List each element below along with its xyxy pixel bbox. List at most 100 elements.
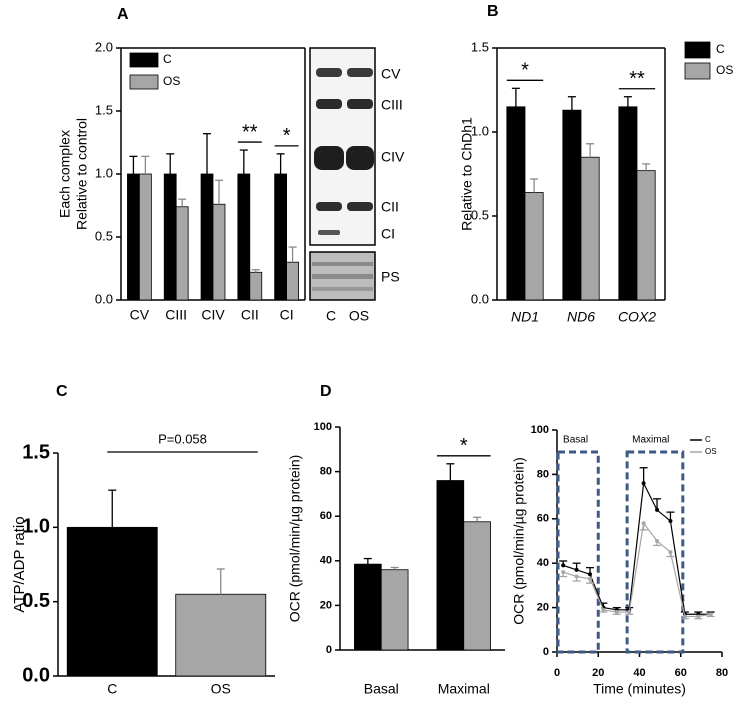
y-tick-label: 80: [320, 466, 332, 478]
legend-swatch: [129, 74, 159, 90]
stain-label: PS: [381, 269, 400, 285]
bar: [249, 271, 263, 301]
blot-band: [314, 146, 344, 170]
region-box: [556, 450, 600, 654]
x-tick-label: C: [107, 681, 117, 697]
bar: [636, 170, 656, 301]
y-tick-label: 0.5: [95, 228, 113, 243]
series-line: [562, 521, 711, 618]
lane-label: OS: [349, 308, 369, 324]
panel-letter: B: [487, 3, 499, 20]
bar: [175, 593, 267, 677]
y-tick-label: 1.5: [22, 441, 50, 463]
band-label: CIV: [381, 149, 405, 165]
point: [627, 610, 632, 615]
bar: [436, 480, 465, 651]
x-tick-label: CI: [280, 307, 294, 323]
y-tick-label: 60: [320, 510, 332, 522]
bar: [562, 109, 582, 301]
blot-band: [316, 99, 342, 109]
y-tick-label: 20: [537, 602, 549, 614]
panel-letter: D: [320, 383, 332, 400]
legend-swatch: [684, 62, 711, 80]
bar: [163, 173, 177, 301]
band-label: CIII: [381, 97, 403, 113]
lane-label: C: [326, 308, 336, 324]
point: [588, 572, 592, 577]
bar: [380, 569, 409, 651]
significance-label: **: [242, 121, 258, 143]
stain-band: [312, 262, 373, 266]
point: [641, 521, 646, 526]
point: [614, 610, 619, 615]
band-label: CV: [381, 66, 401, 82]
point: [574, 574, 579, 579]
blot-band: [347, 99, 373, 109]
y-axis-label: Each complex: [57, 130, 73, 218]
stain-band: [312, 287, 373, 291]
y-tick-label: 0.0: [95, 291, 113, 306]
point: [601, 607, 606, 612]
y-tick-label: 0.0: [471, 291, 489, 306]
y-tick-label: 0: [326, 644, 332, 656]
blot-band: [316, 202, 342, 211]
blot-band: [347, 202, 373, 211]
bar: [66, 526, 158, 677]
x-tick-label: ND6: [567, 309, 595, 325]
point: [588, 576, 592, 581]
point: [655, 507, 660, 512]
y-axis-label: Relative to ChDh1: [459, 117, 475, 231]
stain-band: [312, 274, 373, 279]
western-blot: CV CIII CIV CII CI PS C OS: [309, 47, 405, 324]
x-tick-label: 80: [716, 667, 728, 679]
x-tick-label: CV: [130, 307, 150, 323]
region-label: Basal: [563, 435, 588, 446]
bar: [274, 173, 288, 301]
point: [561, 570, 566, 575]
point: [682, 614, 687, 619]
x-tick-label: OS: [211, 681, 231, 697]
y-tick-label: 0.5: [471, 207, 489, 222]
region-label: Maximal: [632, 435, 669, 446]
significance-label: *: [283, 125, 291, 147]
bar: [175, 206, 189, 301]
bar: [618, 106, 638, 301]
y-tick-label: 2.0: [95, 39, 113, 54]
legend-label: OS: [716, 63, 733, 77]
y-tick-label: 100: [314, 421, 332, 433]
y-tick-label: 1.5: [95, 102, 113, 117]
legend-label: C: [705, 435, 711, 444]
blot-band: [316, 68, 342, 77]
x-tick-label: Maximal: [438, 681, 490, 697]
y-tick-label: 40: [537, 557, 549, 569]
legend-label: OS: [163, 74, 180, 88]
bar: [138, 173, 152, 301]
y-axis-label: Relative to control: [74, 118, 90, 230]
point: [641, 481, 646, 486]
x-tick-label: CII: [241, 307, 259, 323]
x-tick-label: 60: [675, 667, 687, 679]
y-tick-label: 100: [531, 424, 549, 436]
bar: [286, 261, 299, 301]
y-tick-label: 60: [537, 513, 549, 525]
bar: [506, 106, 526, 301]
blot-band: [347, 68, 373, 77]
y-tick-label: 1.0: [95, 165, 113, 180]
y-tick-label: 1.0: [471, 123, 489, 138]
bar: [127, 173, 140, 301]
significance-label: *: [521, 60, 529, 82]
x-tick-label: 40: [633, 667, 645, 679]
y-tick-label: 0: [543, 646, 549, 658]
point: [696, 614, 701, 619]
blot-band: [318, 230, 340, 235]
point: [708, 612, 713, 617]
point: [668, 550, 673, 555]
x-tick-label: Basal: [364, 681, 399, 697]
x-tick-label: CIV: [201, 307, 225, 323]
bar: [200, 173, 214, 301]
point: [655, 539, 660, 543]
x-tick-label: COX2: [618, 309, 656, 325]
band-label: CII: [381, 199, 399, 215]
y-tick-label: 1.0: [22, 516, 50, 538]
